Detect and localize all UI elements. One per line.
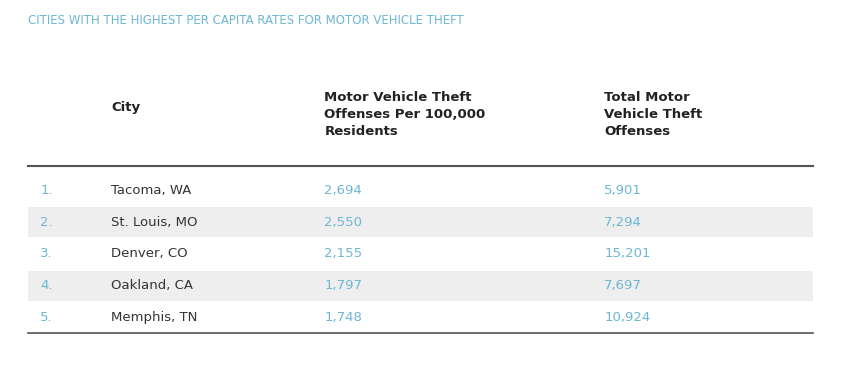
FancyBboxPatch shape xyxy=(28,175,813,205)
Text: 1.: 1. xyxy=(40,184,53,197)
FancyBboxPatch shape xyxy=(28,302,813,333)
Text: 4.: 4. xyxy=(40,279,53,292)
Text: St. Louis, MO: St. Louis, MO xyxy=(111,216,198,229)
Text: City: City xyxy=(111,101,140,114)
Text: Tacoma, WA: Tacoma, WA xyxy=(111,184,192,197)
Text: 3.: 3. xyxy=(40,247,53,260)
Text: 2,694: 2,694 xyxy=(325,184,362,197)
Text: CITIES WITH THE HIGHEST PER CAPITA RATES FOR MOTOR VEHICLE THEFT: CITIES WITH THE HIGHEST PER CAPITA RATES… xyxy=(28,14,463,27)
Text: 2,550: 2,550 xyxy=(325,216,362,229)
Text: 5.: 5. xyxy=(40,311,53,324)
Text: 1,797: 1,797 xyxy=(325,279,362,292)
Text: Memphis, TN: Memphis, TN xyxy=(111,311,198,324)
Text: 10,924: 10,924 xyxy=(605,311,651,324)
Text: 7,697: 7,697 xyxy=(605,279,643,292)
FancyBboxPatch shape xyxy=(28,239,813,269)
Text: 2,155: 2,155 xyxy=(325,247,362,260)
FancyBboxPatch shape xyxy=(28,207,813,237)
Text: Motor Vehicle Theft
Offenses Per 100,000
Residents: Motor Vehicle Theft Offenses Per 100,000… xyxy=(325,91,485,138)
Text: 2.: 2. xyxy=(40,216,53,229)
Text: Oakland, CA: Oakland, CA xyxy=(111,279,193,292)
Text: Denver, CO: Denver, CO xyxy=(111,247,188,260)
FancyBboxPatch shape xyxy=(28,271,813,301)
Text: 15,201: 15,201 xyxy=(605,247,651,260)
Text: 1,748: 1,748 xyxy=(325,311,362,324)
Text: 7,294: 7,294 xyxy=(605,216,643,229)
Text: 5,901: 5,901 xyxy=(605,184,643,197)
Text: Total Motor
Vehicle Theft
Offenses: Total Motor Vehicle Theft Offenses xyxy=(605,91,702,138)
